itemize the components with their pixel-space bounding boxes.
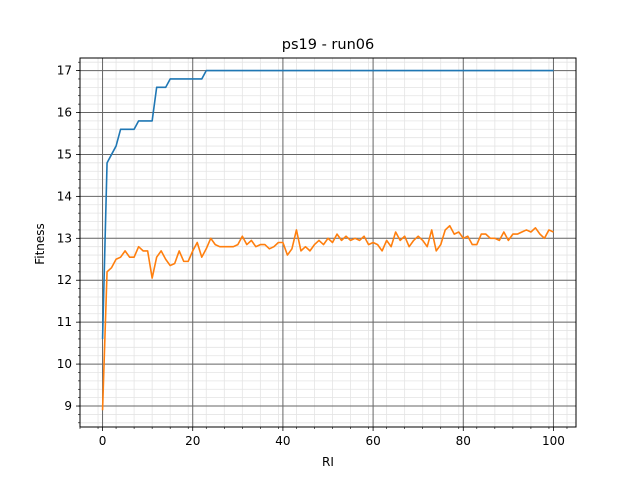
y-tick-label: 11 xyxy=(57,315,72,329)
series-layer xyxy=(101,69,554,411)
x-tick-label: 100 xyxy=(542,434,565,448)
x-tick-label: 60 xyxy=(365,434,380,448)
y-tick-label: 15 xyxy=(57,147,72,161)
y-tick-label: 14 xyxy=(57,189,72,203)
ticks-layer: 0 20 40 60 80 100 9 10 11 12 13 14 15 16 17 xyxy=(57,61,568,448)
chart-title: ps19 - run06 xyxy=(282,37,374,53)
x-tick-label: 0 xyxy=(99,434,107,448)
x-tick-label: 20 xyxy=(185,434,200,448)
series-line-1 xyxy=(101,69,554,339)
y-tick-label: 16 xyxy=(57,106,72,120)
y-tick-label: 10 xyxy=(57,357,72,371)
plot-frame xyxy=(79,57,577,428)
series-line-2 xyxy=(101,224,554,411)
y-tick-label: 13 xyxy=(57,231,72,245)
x-tick-label: 40 xyxy=(275,434,290,448)
y-axis-label: Fitness xyxy=(33,223,47,265)
y-tick-label: 9 xyxy=(64,399,72,413)
x-tick-label: 80 xyxy=(456,434,471,448)
y-tick-label: 17 xyxy=(57,64,72,78)
y-tick-label: 12 xyxy=(57,273,72,287)
x-axis-label: RI xyxy=(322,455,334,469)
